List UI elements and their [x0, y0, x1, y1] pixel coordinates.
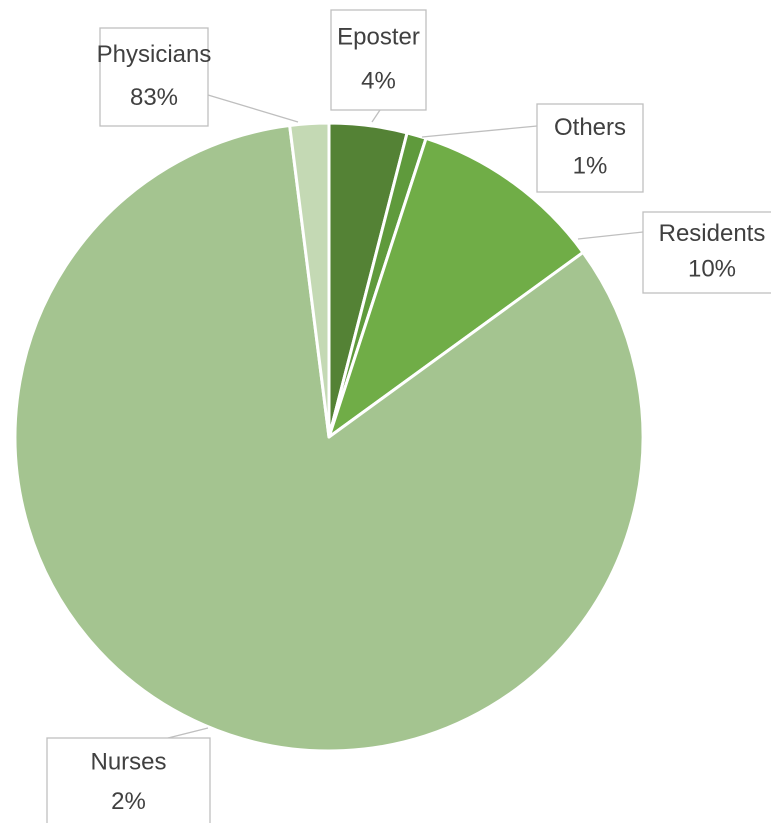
leader-line: [207, 94, 299, 123]
data-label: Eposter 4%: [330, 9, 427, 111]
category-label: Nurses: [90, 749, 166, 776]
leader-line: [421, 125, 538, 138]
category-label: Physicians: [97, 41, 212, 68]
leader-lines: [167, 94, 644, 739]
label-box: [642, 211, 771, 294]
label-box: [99, 27, 209, 127]
data-label: Others 1%: [536, 103, 644, 193]
value-label: 2%: [111, 788, 146, 815]
category-label: Eposter: [337, 23, 420, 50]
data-label: Nurses 2%: [46, 737, 211, 823]
label-box: [330, 9, 427, 111]
pie: [13, 121, 645, 753]
leader-line: [371, 109, 381, 123]
value-label: 10%: [688, 256, 736, 283]
value-label: 1%: [573, 153, 608, 180]
value-label: 4%: [361, 67, 396, 94]
pie-slice: [327, 136, 585, 439]
label-box: [536, 103, 644, 193]
pie-slice: [288, 121, 331, 439]
leader-line: [577, 231, 644, 240]
category-label: Others: [554, 114, 626, 141]
leader-line: [167, 727, 209, 739]
category-label: Residents: [659, 220, 766, 247]
value-label: 83%: [130, 84, 178, 111]
data-label: Physicians 83%: [97, 27, 212, 127]
data-label: Residents 10%: [642, 211, 771, 294]
label-box: [46, 737, 211, 823]
